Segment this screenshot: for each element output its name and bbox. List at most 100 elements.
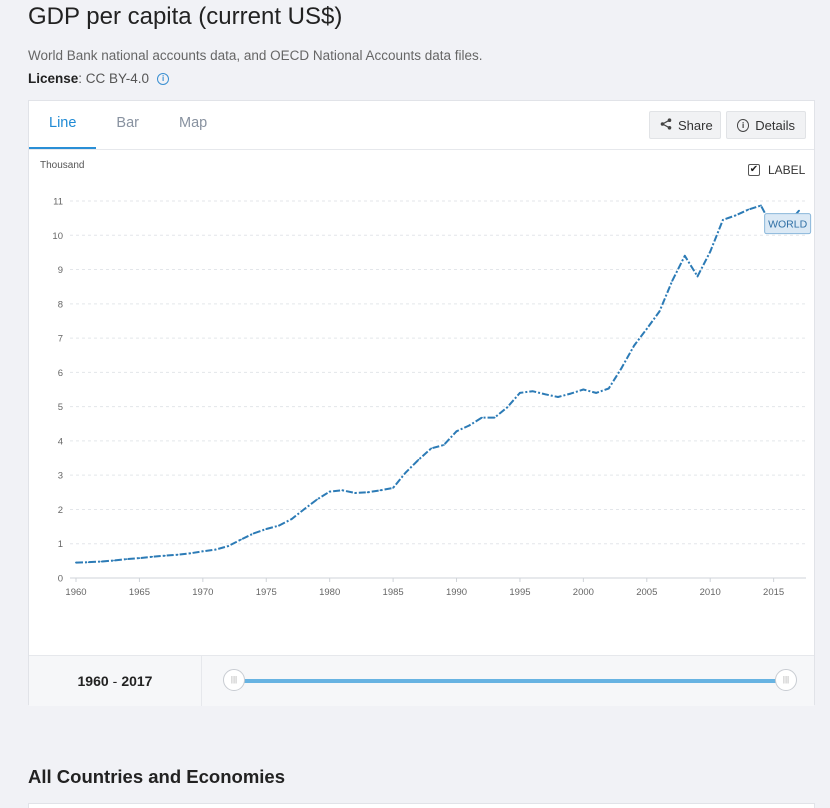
x-tick-label: 1990 bbox=[446, 587, 467, 598]
data-point bbox=[75, 561, 77, 564]
x-tick-label: 2005 bbox=[636, 587, 657, 598]
data-point bbox=[189, 552, 192, 555]
tab-divider bbox=[29, 149, 814, 150]
range-separator: - bbox=[112, 673, 118, 689]
data-point bbox=[531, 390, 534, 393]
data-point bbox=[239, 538, 242, 541]
data-point bbox=[696, 275, 699, 278]
data-point bbox=[544, 393, 547, 396]
range-slider-end-handle[interactable]: ||| bbox=[775, 669, 797, 691]
chart-card: Line Bar Map Share i Details Thousand 0 1 2… bbox=[28, 100, 815, 706]
x-tick-label: 2015 bbox=[763, 587, 784, 598]
y-tick-label: 9 bbox=[58, 265, 63, 276]
data-point bbox=[506, 406, 509, 409]
data-point bbox=[595, 392, 597, 394]
license: License : CC BY-4.0 i bbox=[28, 71, 170, 86]
y-tick-label: 2 bbox=[58, 505, 63, 516]
y-tick-label: 5 bbox=[58, 402, 63, 413]
data-point bbox=[163, 554, 166, 557]
license-label: License bbox=[28, 71, 79, 86]
page-title: GDP per capita (current US$) bbox=[28, 3, 343, 30]
label-toggle-text: LABEL bbox=[768, 163, 806, 177]
data-point bbox=[734, 214, 737, 217]
data-point bbox=[303, 508, 306, 511]
details-button[interactable]: i Details bbox=[726, 111, 806, 139]
x-tick-label: 1960 bbox=[65, 587, 86, 598]
series-label-text: WORLD bbox=[768, 219, 808, 231]
y-tick-label: 3 bbox=[58, 471, 63, 482]
data-point bbox=[392, 486, 395, 489]
data-point bbox=[620, 367, 623, 370]
data-point bbox=[176, 553, 179, 556]
data-point bbox=[201, 550, 204, 553]
data-point bbox=[214, 548, 217, 551]
data-point bbox=[113, 559, 115, 562]
range-footer: 1960-2017 ||| ||| bbox=[29, 655, 814, 706]
data-point bbox=[709, 250, 712, 253]
data-point bbox=[366, 491, 369, 494]
data-point bbox=[328, 490, 331, 493]
chart-area: Thousand 0 1 2 3 4 5 6 7 8 9 10 11 1960 1965 1970 1975 19… bbox=[29, 151, 814, 656]
y-tick-label: 4 bbox=[58, 436, 63, 447]
y-tick-label: 7 bbox=[58, 334, 63, 345]
tab-bar[interactable]: Bar bbox=[116, 115, 139, 131]
y-axis-label: Thousand bbox=[40, 160, 84, 171]
data-point bbox=[278, 524, 280, 527]
data-point bbox=[607, 387, 610, 390]
x-tick-label: 1970 bbox=[192, 587, 213, 598]
range-slider-track[interactable] bbox=[234, 679, 789, 683]
y-tick-label: 1 bbox=[58, 539, 63, 550]
data-point bbox=[671, 279, 674, 282]
details-label: Details bbox=[755, 117, 795, 133]
data-point bbox=[683, 254, 686, 257]
data-point bbox=[138, 557, 141, 560]
data-point bbox=[417, 458, 420, 461]
data-point bbox=[519, 392, 521, 394]
y-tick-label: 11 bbox=[53, 197, 63, 208]
data-point bbox=[721, 218, 724, 221]
license-value: : CC BY-4.0 bbox=[78, 71, 150, 86]
x-tick-label: 1975 bbox=[256, 587, 277, 598]
data-point bbox=[442, 444, 445, 446]
label-checkbox[interactable]: ✔ bbox=[748, 164, 760, 176]
source-text: World Bank national accounts data, and O… bbox=[28, 48, 483, 63]
range-slider-start-handle[interactable]: ||| bbox=[223, 669, 245, 691]
chart-type-tabs: Line Bar Map bbox=[29, 101, 227, 150]
label-toggle[interactable]: ✔ LABEL bbox=[748, 163, 805, 177]
data-point bbox=[252, 532, 255, 535]
data-point bbox=[633, 344, 636, 347]
data-point bbox=[480, 416, 483, 419]
data-point bbox=[404, 471, 407, 474]
data-point bbox=[290, 518, 293, 520]
data-point bbox=[87, 561, 90, 564]
y-tick-label: 10 bbox=[52, 231, 63, 242]
data-point bbox=[151, 555, 154, 558]
data-point bbox=[341, 489, 344, 492]
data-point bbox=[798, 209, 800, 212]
x-tick-label: 1980 bbox=[319, 587, 340, 598]
share-button[interactable]: Share bbox=[649, 111, 721, 139]
x-tick-label: 1995 bbox=[509, 587, 530, 598]
data-point bbox=[455, 430, 458, 433]
details-icon: i bbox=[737, 118, 750, 132]
y-tick-label: 8 bbox=[58, 299, 63, 310]
info-icon[interactable]: i bbox=[157, 72, 170, 85]
data-point bbox=[658, 310, 661, 313]
data-point bbox=[493, 416, 496, 419]
series-label-box bbox=[764, 213, 812, 235]
data-point bbox=[227, 545, 230, 548]
tab-line[interactable]: Line bbox=[29, 101, 97, 150]
y-tick-label: 0 bbox=[58, 574, 63, 585]
range-end: 2017 bbox=[121, 673, 153, 689]
data-point bbox=[265, 528, 268, 530]
x-tick-label: 1985 bbox=[383, 587, 404, 598]
data-point bbox=[468, 424, 471, 427]
data-point bbox=[747, 208, 750, 211]
data-point bbox=[645, 327, 648, 330]
data-point bbox=[430, 447, 433, 450]
tab-map[interactable]: Map bbox=[179, 115, 208, 131]
data-point bbox=[379, 489, 382, 492]
data-point bbox=[125, 558, 128, 561]
x-tick-label: 1965 bbox=[129, 587, 150, 598]
range-label: 1960-2017 bbox=[29, 656, 202, 706]
